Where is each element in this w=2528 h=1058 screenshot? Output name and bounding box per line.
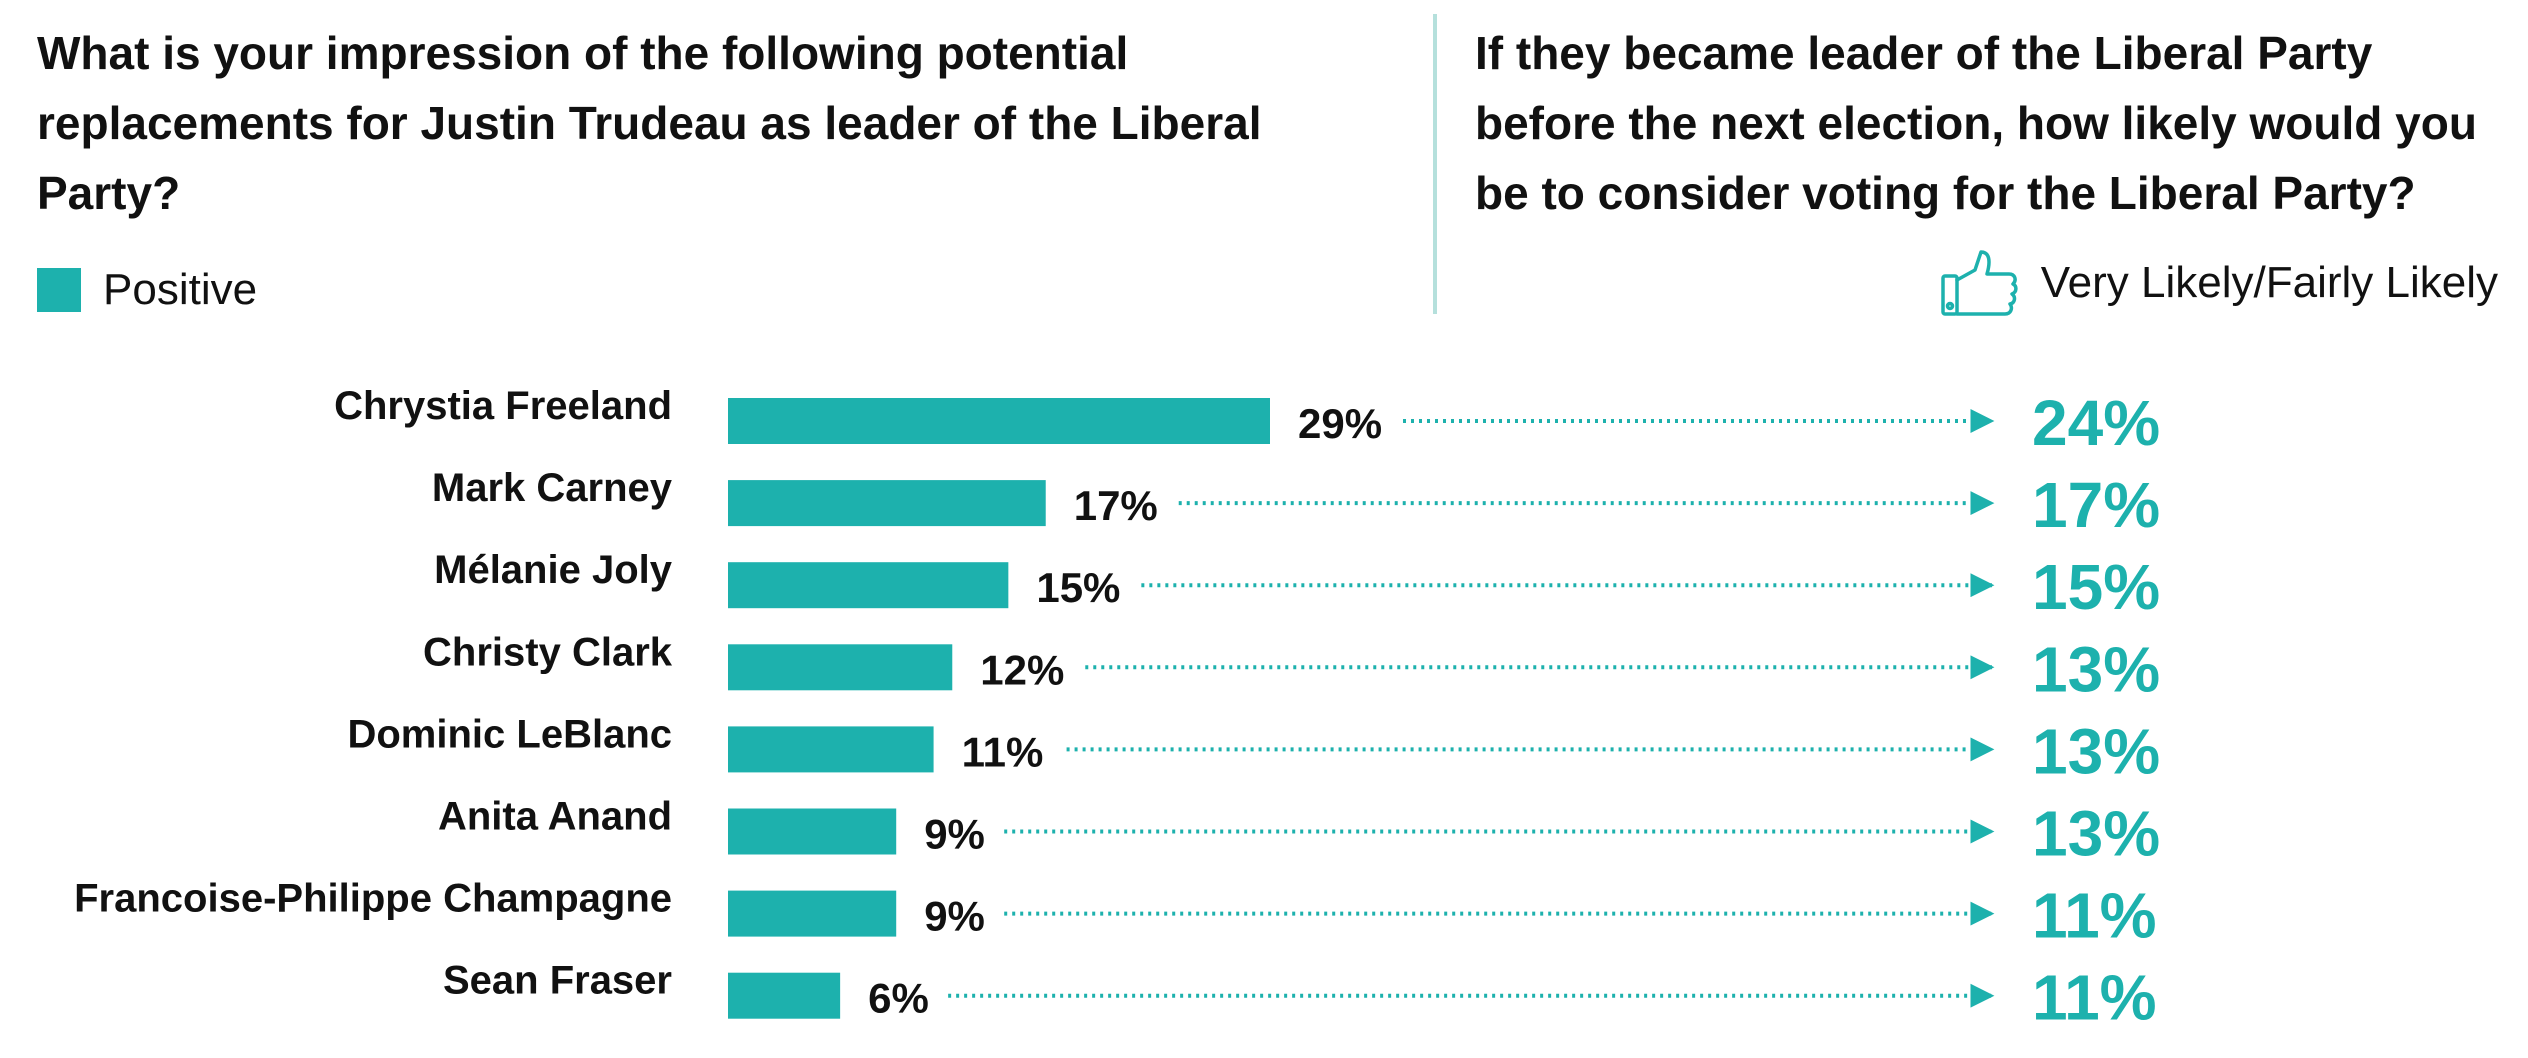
bar bbox=[728, 890, 897, 937]
legend-label-positive: Positive bbox=[103, 265, 258, 314]
category-label: Francoise-Philippe Champagne bbox=[74, 877, 672, 921]
bar-value-label: 17% bbox=[1074, 482, 1158, 529]
bar bbox=[728, 644, 953, 691]
bar-value-label: 11% bbox=[962, 728, 1044, 775]
bar-value-label: 9% bbox=[924, 893, 985, 940]
likely-legend: Very Likely/Fairly Likely bbox=[1939, 248, 2498, 318]
likely-value-label: 15% bbox=[2032, 551, 2160, 623]
likely-value-label: 17% bbox=[2032, 469, 2160, 541]
bar bbox=[728, 972, 841, 1019]
category-label: Mélanie Joly bbox=[434, 548, 673, 592]
likely-value-label: 13% bbox=[2032, 633, 2160, 705]
category-label: Chrystia Freeland bbox=[334, 384, 672, 428]
left-question: What is your impression of the following… bbox=[37, 27, 1262, 219]
column-divider bbox=[1433, 14, 1437, 314]
bar bbox=[728, 480, 1046, 527]
likely-value-label: 11% bbox=[2032, 880, 2157, 952]
bar bbox=[728, 398, 1270, 444]
category-label: Anita Anand bbox=[438, 795, 672, 839]
likely-value-label: 11% bbox=[2032, 962, 2157, 1034]
bar-value-label: 29% bbox=[1298, 400, 1382, 447]
category-label: Mark Carney bbox=[432, 466, 673, 510]
bar bbox=[728, 562, 1009, 609]
category-label: Christy Clark bbox=[423, 630, 673, 674]
likely-value-label: 13% bbox=[2032, 798, 2160, 870]
likely-value-label: 13% bbox=[2032, 715, 2160, 787]
category-label: Sean Fraser bbox=[443, 959, 672, 1003]
right-question: If they became leader of the Liberal Par… bbox=[1475, 27, 2477, 219]
bar-value-label: 15% bbox=[1036, 564, 1120, 611]
thumbs-up-icon bbox=[1940, 250, 2018, 316]
likely-value-label: 24% bbox=[2032, 387, 2160, 459]
bar-value-label: 12% bbox=[980, 646, 1064, 693]
bar bbox=[728, 808, 897, 855]
legend-label-likely: Very Likely/Fairly Likely bbox=[2040, 258, 2498, 307]
legend-swatch bbox=[37, 268, 81, 312]
positive-legend: Positive bbox=[37, 265, 257, 315]
bar-value-label: 9% bbox=[924, 811, 985, 858]
bar bbox=[728, 726, 934, 773]
bar-value-label: 6% bbox=[868, 975, 929, 1022]
category-label: Dominic LeBlanc bbox=[347, 712, 672, 756]
